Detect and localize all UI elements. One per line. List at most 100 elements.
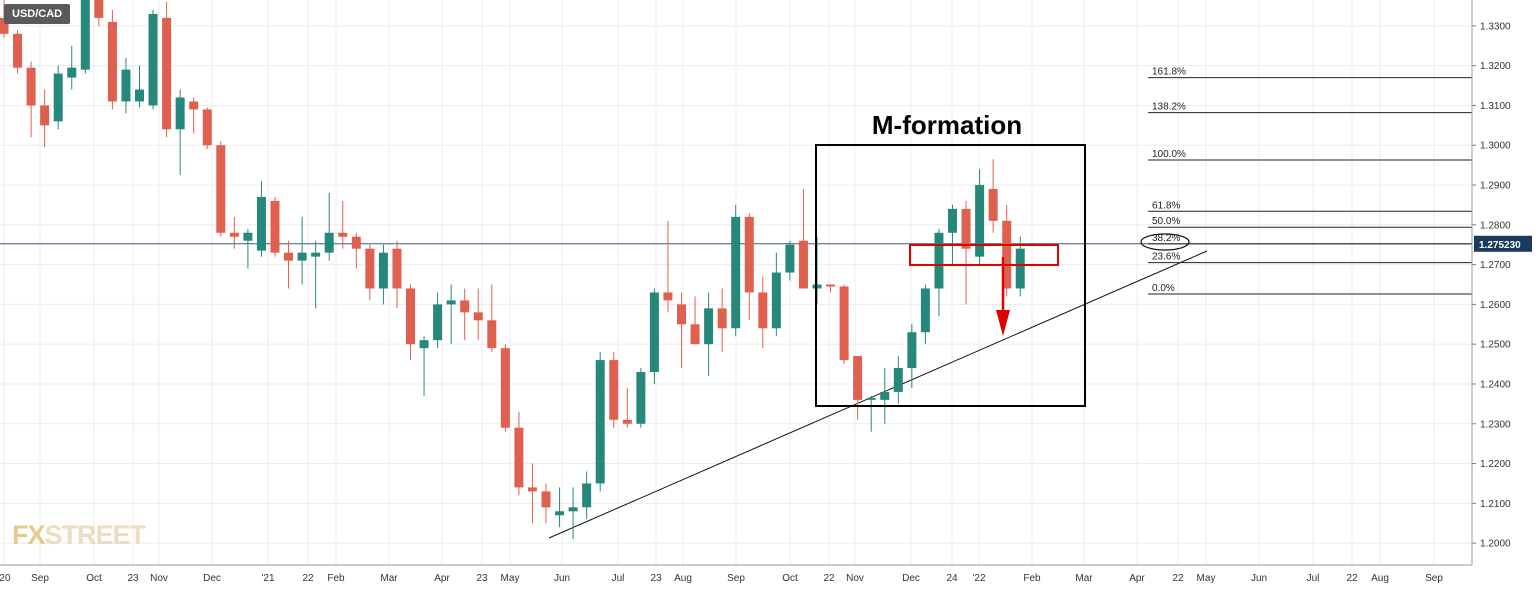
candle-body — [595, 360, 605, 484]
candle — [378, 244, 388, 305]
annotations-layer: M-formation — [815, 110, 1190, 407]
y-tick-label: 1.2800 — [1480, 220, 1511, 231]
fibonacci-levels: 161.8% 138.2% 100.0% 61.8% 50.0% 38.2% 23.6% 0.… — [1148, 67, 1472, 295]
x-tick-label: Nov — [846, 573, 864, 584]
candle-body — [1002, 220, 1012, 289]
candle-body — [284, 252, 294, 261]
y-tick-label: 1.2600 — [1480, 300, 1511, 311]
candle-body — [500, 348, 510, 428]
candle-body — [419, 340, 429, 349]
candle — [256, 181, 266, 257]
candle-body — [26, 67, 36, 106]
candle — [920, 284, 930, 345]
candle — [338, 200, 348, 249]
candle-body — [202, 109, 212, 146]
candle — [53, 65, 63, 130]
candle-body — [731, 216, 741, 329]
candle — [148, 9, 158, 110]
x-tick-label: 24 — [946, 573, 958, 584]
y-tick-label: 1.2500 — [1480, 340, 1511, 351]
candle-body — [649, 292, 659, 373]
candle — [80, 0, 90, 74]
candle — [853, 356, 863, 420]
fib-level-label: 23.6% — [1152, 252, 1180, 263]
candle-body — [961, 208, 971, 249]
candle — [26, 61, 36, 138]
candle-body — [717, 308, 727, 329]
fib-level-label: 161.8% — [1152, 67, 1186, 78]
x-tick-label: May — [501, 573, 520, 584]
candle — [107, 9, 117, 110]
candle — [948, 204, 957, 265]
y-tick-label: 1.2700 — [1480, 260, 1511, 271]
candle-body — [704, 308, 714, 345]
candle-body — [175, 97, 185, 130]
fib-level-label: 38.2% — [1152, 233, 1180, 244]
candle-body — [541, 491, 551, 508]
x-tick-label: 22 — [302, 573, 314, 584]
candle — [798, 188, 808, 289]
candle — [839, 284, 849, 365]
fib-level-label: 100.0% — [1152, 149, 1186, 160]
candle — [934, 228, 944, 317]
candle-body — [1015, 248, 1025, 289]
x-tick-label: '22 — [972, 573, 985, 584]
candle-body — [433, 304, 443, 341]
x-tick-label: Jun — [1251, 573, 1267, 584]
candle — [785, 240, 795, 281]
candle-body — [622, 419, 632, 424]
candle — [446, 284, 456, 345]
candle-body — [677, 304, 686, 325]
candle — [758, 276, 768, 349]
candle — [988, 159, 998, 233]
fib-level-label: 138.2% — [1152, 102, 1186, 113]
candle-body — [40, 105, 50, 126]
candle-body — [473, 312, 483, 321]
chart-grid — [0, 0, 1472, 565]
candle-body — [135, 89, 144, 102]
candle — [677, 292, 686, 369]
x-tick-label: 23 — [127, 573, 139, 584]
x-tick-label: Dec — [902, 573, 920, 584]
candle — [907, 324, 917, 388]
target-arrow-head — [996, 310, 1010, 336]
candle-body — [880, 391, 890, 400]
candle — [40, 89, 50, 148]
candle-body — [446, 300, 456, 305]
current-price-value: 1.275230 — [1479, 240, 1521, 251]
x-tick-label: Jul — [612, 573, 625, 584]
candle-body — [826, 284, 836, 287]
candle-body — [988, 188, 998, 221]
candle — [717, 288, 727, 353]
candle-body — [378, 252, 388, 289]
candle — [622, 387, 632, 428]
candle — [649, 288, 659, 384]
candle — [555, 487, 565, 528]
y-tick-label: 1.2900 — [1480, 181, 1511, 192]
candle — [311, 240, 321, 309]
candle-body — [94, 0, 104, 18]
candle-body — [365, 248, 375, 289]
y-tick-label: 1.2300 — [1480, 419, 1511, 430]
x-tick-label: 23 — [650, 573, 662, 584]
candle-body — [189, 101, 199, 110]
fib-level-label: 50.0% — [1152, 216, 1180, 227]
candle-body — [582, 483, 592, 508]
candle — [704, 292, 714, 377]
candle — [13, 29, 23, 74]
candle — [162, 1, 172, 138]
x-tick-label: '20 — [0, 573, 11, 584]
x-tick-label: Feb — [1023, 573, 1041, 584]
x-tick-label: 23 — [476, 573, 488, 584]
fib-38-highlight-circle — [1140, 233, 1190, 251]
candle-body — [80, 0, 90, 70]
candle — [487, 284, 497, 353]
neckline-box — [909, 244, 1059, 266]
x-tick-label: Sep — [727, 573, 745, 584]
candle — [94, 0, 104, 26]
candle-body — [744, 216, 754, 293]
candle — [568, 487, 578, 540]
candle — [771, 252, 781, 337]
candle-body — [0, 17, 9, 34]
